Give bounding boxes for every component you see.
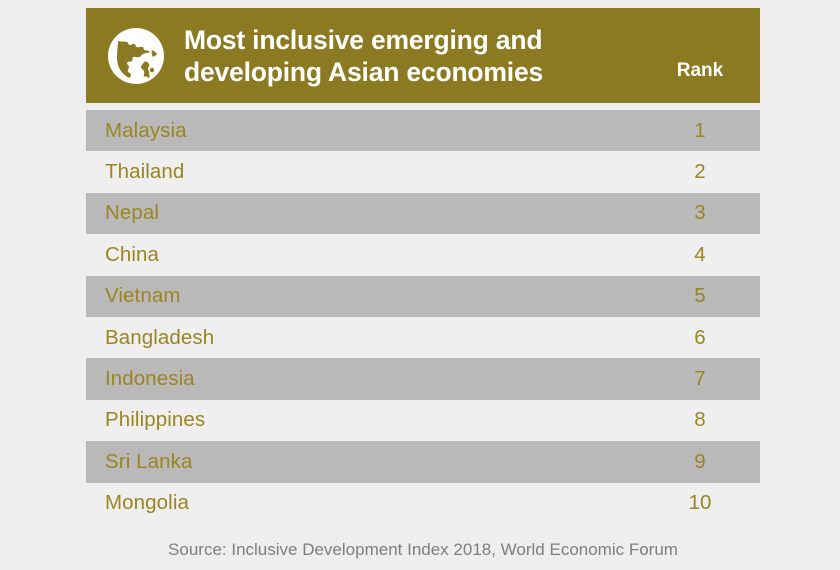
ranking-table: Malaysia 1 Thailand 2 Nepal 3 China 4 Vietnam 5 Ba… xyxy=(86,110,760,524)
page-title: Most inclusive emerging and developing A… xyxy=(184,24,544,87)
source-note: Source: Inclusive Development Index 2018… xyxy=(168,539,678,559)
table-row: Indonesia 7 xyxy=(86,358,760,400)
country-rank: 2 xyxy=(694,160,706,184)
country-name: Vietnam xyxy=(105,284,181,308)
table-row: Vietnam 5 xyxy=(86,275,760,317)
country-name: Sri Lanka xyxy=(105,449,193,473)
globe-icon xyxy=(104,24,168,88)
country-name: Philippines xyxy=(105,408,206,432)
country-name: Bangladesh xyxy=(105,325,215,349)
table-row: Thailand 2 xyxy=(86,151,760,193)
table-row: Malaysia 1 xyxy=(86,110,760,152)
country-rank: 6 xyxy=(694,325,706,349)
country-rank: 7 xyxy=(694,367,706,391)
country-rank: 4 xyxy=(694,242,706,266)
rank-column-header: Rank xyxy=(676,59,724,81)
country-name: Mongolia xyxy=(105,491,189,515)
country-name: Malaysia xyxy=(105,118,187,142)
table-row: Nepal 3 xyxy=(86,192,760,235)
country-rank: 10 xyxy=(688,491,712,515)
ranking-card: Most inclusive emerging and developing A… xyxy=(86,8,760,560)
country-name: Indonesia xyxy=(105,367,195,391)
country-name: Nepal xyxy=(105,201,160,225)
country-name: China xyxy=(105,242,160,266)
table-row: Mongolia 10 xyxy=(86,482,760,524)
table-row: Bangladesh 6 xyxy=(86,316,760,359)
country-rank: 5 xyxy=(694,284,706,308)
country-rank: 3 xyxy=(694,201,706,225)
country-name: Thailand xyxy=(105,160,185,184)
table-row: Sri Lanka 9 xyxy=(86,441,760,483)
country-rank: 1 xyxy=(694,118,706,142)
table-row: Philippines 8 xyxy=(86,399,760,442)
country-rank: 8 xyxy=(694,408,706,432)
card-header: Most inclusive emerging and developing A… xyxy=(86,8,760,103)
table-row: China 4 xyxy=(86,234,760,276)
country-rank: 9 xyxy=(694,449,706,473)
